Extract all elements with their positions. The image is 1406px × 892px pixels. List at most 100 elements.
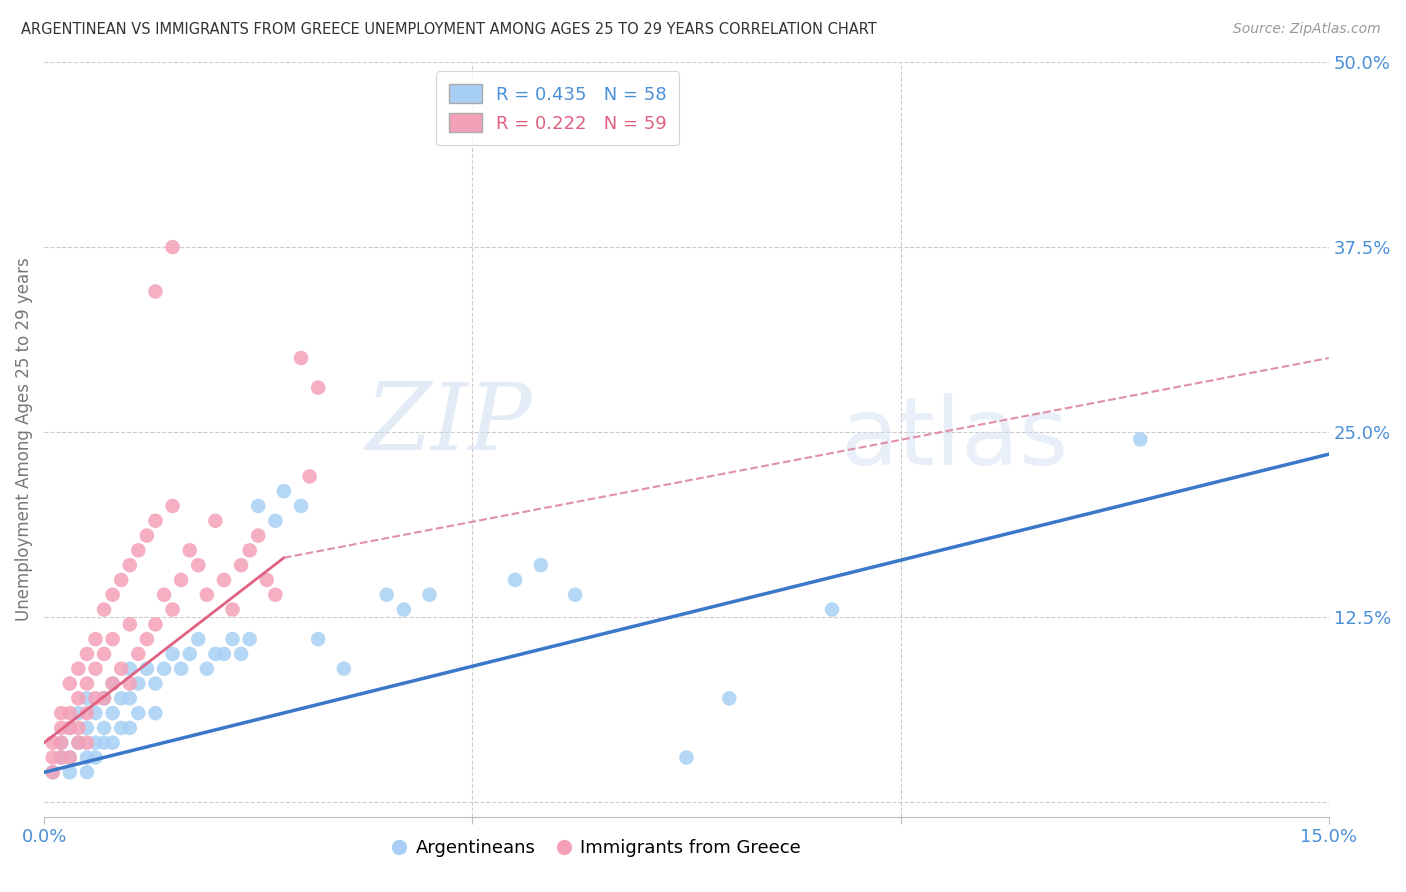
Point xyxy=(76,676,98,690)
Point xyxy=(418,588,440,602)
Point xyxy=(118,721,141,735)
Point xyxy=(179,543,201,558)
Point xyxy=(101,632,124,647)
Point xyxy=(51,736,73,750)
Point xyxy=(145,617,167,632)
Point xyxy=(229,647,252,661)
Point xyxy=(118,676,141,690)
Point xyxy=(84,691,107,706)
Point xyxy=(307,381,329,395)
Point xyxy=(298,469,321,483)
Point xyxy=(59,706,82,720)
Point xyxy=(239,543,262,558)
Point xyxy=(59,721,82,735)
Point xyxy=(290,351,312,365)
Point xyxy=(564,588,586,602)
Text: ARGENTINEAN VS IMMIGRANTS FROM GREECE UNEMPLOYMENT AMONG AGES 25 TO 29 YEARS COR: ARGENTINEAN VS IMMIGRANTS FROM GREECE UN… xyxy=(21,22,877,37)
Point xyxy=(256,573,278,587)
Point xyxy=(59,765,82,780)
Point xyxy=(239,632,262,647)
Point xyxy=(187,558,209,573)
Point xyxy=(247,528,270,542)
Point xyxy=(84,750,107,764)
Point xyxy=(195,588,218,602)
Text: ZIP: ZIP xyxy=(366,379,533,469)
Point xyxy=(153,588,176,602)
Point xyxy=(67,691,90,706)
Point xyxy=(127,647,149,661)
Point xyxy=(51,736,73,750)
Point xyxy=(135,662,157,676)
Point xyxy=(718,691,741,706)
Point xyxy=(127,706,149,720)
Point xyxy=(67,706,90,720)
Point xyxy=(76,721,98,735)
Point xyxy=(84,706,107,720)
Text: atlas: atlas xyxy=(841,393,1069,485)
Point xyxy=(204,647,226,661)
Point xyxy=(264,514,287,528)
Point xyxy=(821,602,844,616)
Point xyxy=(290,499,312,513)
Point xyxy=(67,662,90,676)
Point xyxy=(135,528,157,542)
Point xyxy=(118,691,141,706)
Point xyxy=(195,662,218,676)
Point xyxy=(93,602,115,616)
Point xyxy=(162,647,184,661)
Point xyxy=(212,573,235,587)
Point xyxy=(273,484,295,499)
Point xyxy=(333,662,356,676)
Point xyxy=(145,514,167,528)
Point xyxy=(76,736,98,750)
Point xyxy=(162,602,184,616)
Point xyxy=(187,632,209,647)
Point xyxy=(93,721,115,735)
Point xyxy=(84,736,107,750)
Point xyxy=(110,662,132,676)
Text: Source: ZipAtlas.com: Source: ZipAtlas.com xyxy=(1233,22,1381,37)
Point xyxy=(145,676,167,690)
Point xyxy=(675,750,697,764)
Point xyxy=(76,647,98,661)
Point xyxy=(127,676,149,690)
Point xyxy=(1129,433,1152,447)
Point xyxy=(51,750,73,764)
Point xyxy=(67,721,90,735)
Point xyxy=(212,647,235,661)
Point xyxy=(93,647,115,661)
Point xyxy=(503,573,526,587)
Point xyxy=(170,573,193,587)
Point xyxy=(67,736,90,750)
Point xyxy=(135,632,157,647)
Point xyxy=(59,750,82,764)
Point xyxy=(41,736,63,750)
Point xyxy=(530,558,553,573)
Point xyxy=(84,632,107,647)
Point xyxy=(76,765,98,780)
Point xyxy=(307,632,329,647)
Point xyxy=(59,676,82,690)
Point xyxy=(264,588,287,602)
Point xyxy=(110,721,132,735)
Point xyxy=(392,602,415,616)
Point xyxy=(118,662,141,676)
Point xyxy=(51,706,73,720)
Point xyxy=(93,736,115,750)
Point xyxy=(84,662,107,676)
Point xyxy=(110,691,132,706)
Point xyxy=(110,573,132,587)
Point xyxy=(76,706,98,720)
Point xyxy=(221,602,243,616)
Point xyxy=(118,558,141,573)
Point xyxy=(221,632,243,647)
Point xyxy=(101,588,124,602)
Point xyxy=(127,543,149,558)
Point xyxy=(93,691,115,706)
Point xyxy=(51,750,73,764)
Point xyxy=(59,721,82,735)
Point xyxy=(101,706,124,720)
Point xyxy=(179,647,201,661)
Point xyxy=(170,662,193,676)
Point xyxy=(118,617,141,632)
